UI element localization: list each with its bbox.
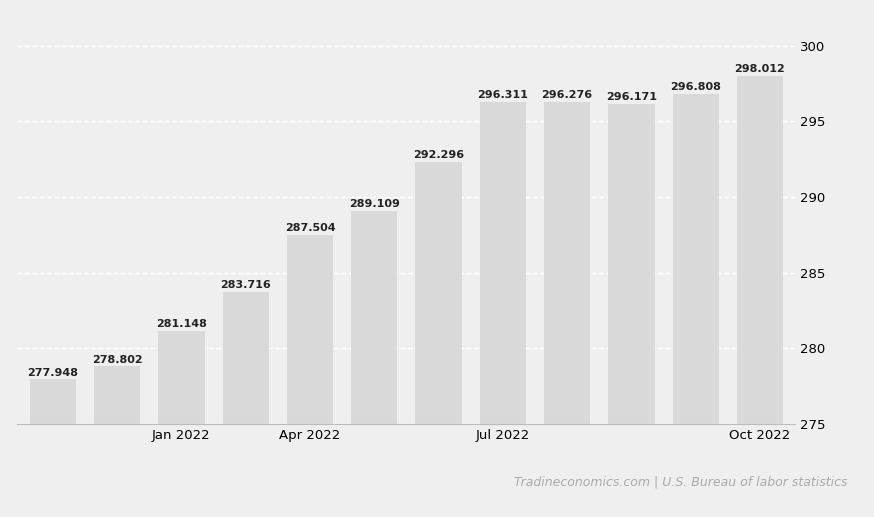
Bar <box>94 367 140 424</box>
Bar <box>415 162 461 424</box>
Text: 296.808: 296.808 <box>670 82 721 92</box>
Bar <box>287 235 333 424</box>
Bar <box>158 331 205 424</box>
Bar <box>608 104 655 424</box>
Text: 278.802: 278.802 <box>92 355 142 364</box>
Text: 292.296: 292.296 <box>413 150 464 160</box>
Text: 287.504: 287.504 <box>285 223 336 233</box>
Bar <box>480 101 526 424</box>
Text: 298.012: 298.012 <box>735 64 786 74</box>
Text: 296.311: 296.311 <box>477 90 528 100</box>
Text: 281.148: 281.148 <box>156 319 207 329</box>
Bar <box>30 379 76 424</box>
Text: Tradineconomics.com | U.S. Bureau of labor statistics: Tradineconomics.com | U.S. Bureau of lab… <box>514 476 848 489</box>
Text: 296.276: 296.276 <box>542 90 593 100</box>
Bar <box>673 94 718 424</box>
Text: 296.171: 296.171 <box>606 92 657 102</box>
Bar <box>737 76 783 424</box>
Bar <box>223 292 269 424</box>
Text: 277.948: 277.948 <box>27 368 79 377</box>
Bar <box>351 210 398 424</box>
Bar <box>544 102 590 424</box>
Text: 289.109: 289.109 <box>349 199 399 209</box>
Text: 283.716: 283.716 <box>220 280 271 290</box>
